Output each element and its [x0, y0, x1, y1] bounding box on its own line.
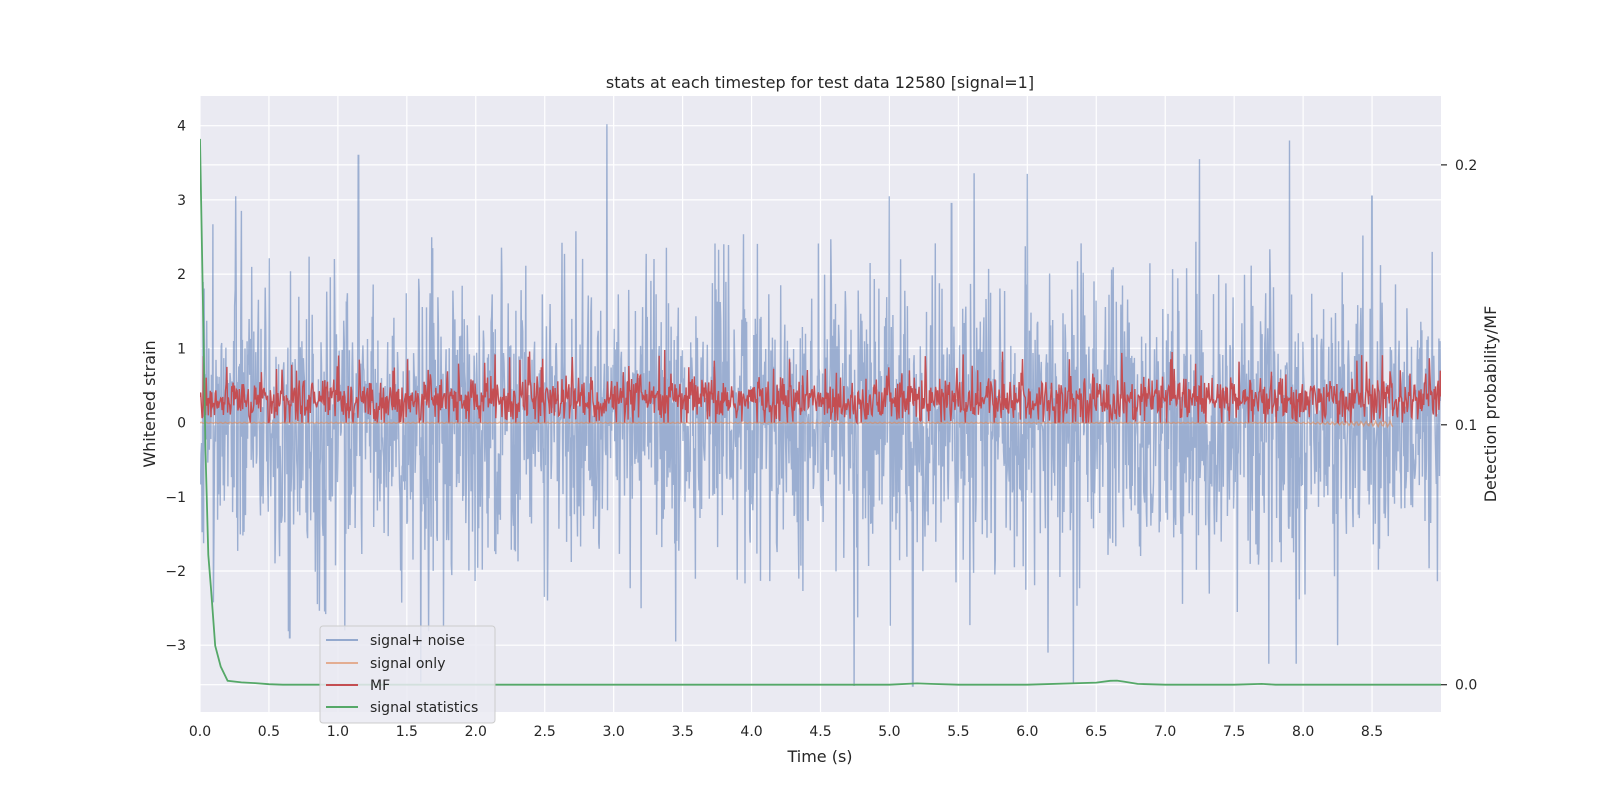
x-tick-label: 6.0 [1016, 724, 1038, 740]
series-signal-statistics [200, 138, 1441, 686]
right-tick-label: 0.1 [1455, 418, 1477, 434]
x-tick-label: 1.5 [396, 724, 418, 740]
legend-label-signal-only: signal only [370, 656, 445, 672]
y-tick-label: 0 [177, 416, 186, 432]
series-signal-noise [200, 124, 1441, 687]
x-tick-label: 7.5 [1223, 724, 1245, 740]
x-tick-label: 2.0 [465, 724, 487, 740]
x-axis-label: Time (s) [786, 747, 852, 766]
x-tick-label: 3.5 [671, 724, 693, 740]
x-tick-label: 8.0 [1292, 724, 1314, 740]
x-tick-label: 5.0 [878, 724, 900, 740]
y-tick-label: 1 [177, 341, 186, 357]
y-tick-label: −1 [165, 490, 186, 506]
x-tick-label: 3.0 [603, 724, 625, 740]
y-axis-label: Whitened strain [140, 340, 159, 467]
x-tick-label: 5.5 [947, 724, 969, 740]
right-axis: 0.2 0.1 0.0 [1441, 158, 1477, 694]
x-tick-label: 8.5 [1361, 724, 1383, 740]
x-tick-label: 0.5 [258, 724, 280, 740]
y-tick-label: 3 [177, 193, 186, 209]
y-tick-label: −3 [165, 638, 186, 654]
y-tick-label: 4 [177, 119, 186, 135]
x-tick-label: 4.5 [809, 724, 831, 740]
x-tick-label: 0.0 [189, 724, 211, 740]
y-tick-label: −2 [165, 564, 186, 580]
legend-label-mf: MF [370, 678, 390, 694]
right-tick-label: 0.0 [1455, 678, 1477, 694]
legend-box [319, 625, 496, 724]
chart-title: stats at each timestep for test data 125… [606, 73, 1034, 92]
x-tick-label: 7.0 [1154, 724, 1176, 740]
x-tick-label: 6.5 [1085, 724, 1107, 740]
y-tick-label: 2 [177, 267, 186, 283]
x-tick-label: 2.5 [534, 724, 556, 740]
legend-label-signal-statistics: signal statistics [370, 700, 478, 716]
right-tick-label: 0.2 [1455, 158, 1477, 174]
y-axis: 4 3 2 1 0 −1 −2 −3 [165, 119, 186, 655]
legend-label-noise: signal+ noise [370, 633, 465, 649]
series-mf [200, 349, 1441, 425]
x-tick-label: 1.0 [327, 724, 349, 740]
x-axis: 0.0 0.5 1.0 1.5 2.0 2.5 3.0 3.5 4.0 4.5 5.0 5.5 6.0 6… [189, 724, 1383, 740]
legend: signal+ noise signal only MF signal stat… [319, 625, 496, 724]
series-layer [200, 124, 1441, 687]
x-tick-label: 4.0 [740, 724, 762, 740]
right-axis-label: Detection probability/MF [1481, 306, 1500, 503]
